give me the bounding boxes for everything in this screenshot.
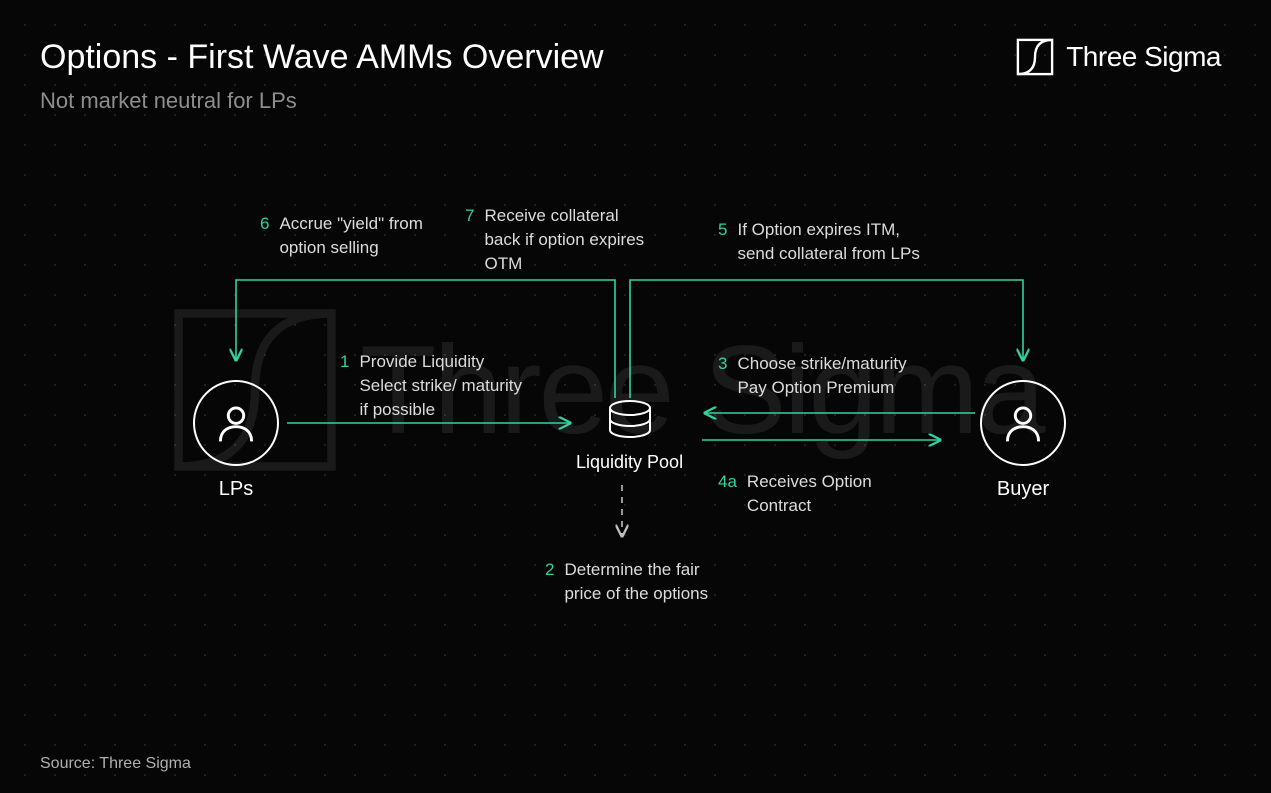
step-1-text: Provide Liquidity Select strike/ maturit… — [359, 350, 529, 421]
step-6: 6 Accrue "yield" from option selling — [260, 212, 439, 260]
node-lps-label: LPs — [193, 478, 279, 501]
step-5-text: If Option expires ITM, send collateral f… — [737, 218, 937, 266]
step-2-text: Determine the fair price of the options — [564, 558, 734, 606]
step-7-num: 7 — [465, 204, 474, 275]
flowchart-edges — [0, 0, 1271, 793]
node-pool-label: Liquidity Pool — [576, 452, 683, 473]
step-5: 5 If Option expires ITM, send collateral… — [718, 218, 937, 266]
step-5-num: 5 — [718, 218, 727, 266]
step-1: 1 Provide Liquidity Select strike/ matur… — [340, 350, 529, 421]
step-3-text: Choose strike/maturity Pay Option Premiu… — [737, 352, 937, 400]
step-4a-text: Receives Option Contract — [747, 470, 897, 518]
database-icon — [607, 400, 653, 440]
step-6-text: Accrue "yield" from option selling — [279, 212, 439, 260]
step-2: 2 Determine the fair price of the option… — [545, 558, 734, 606]
step-4a: 4a Receives Option Contract — [718, 470, 897, 518]
step-3: 3 Choose strike/maturity Pay Option Prem… — [718, 352, 937, 400]
step-4a-num: 4a — [718, 470, 737, 518]
node-liquidity-pool: Liquidity Pool — [576, 400, 683, 473]
step-6-num: 6 — [260, 212, 269, 260]
person-icon — [193, 380, 279, 466]
step-2-num: 2 — [545, 558, 554, 606]
step-1-num: 1 — [340, 350, 349, 421]
node-buyer-label: Buyer — [980, 478, 1066, 501]
step-7-text: Receive collateral back if option expire… — [484, 204, 644, 275]
step-7: 7 Receive collateral back if option expi… — [465, 204, 644, 275]
node-buyer: Buyer — [980, 380, 1066, 501]
node-lps: LPs — [193, 380, 279, 501]
person-icon — [980, 380, 1066, 466]
step-3-num: 3 — [718, 352, 727, 400]
